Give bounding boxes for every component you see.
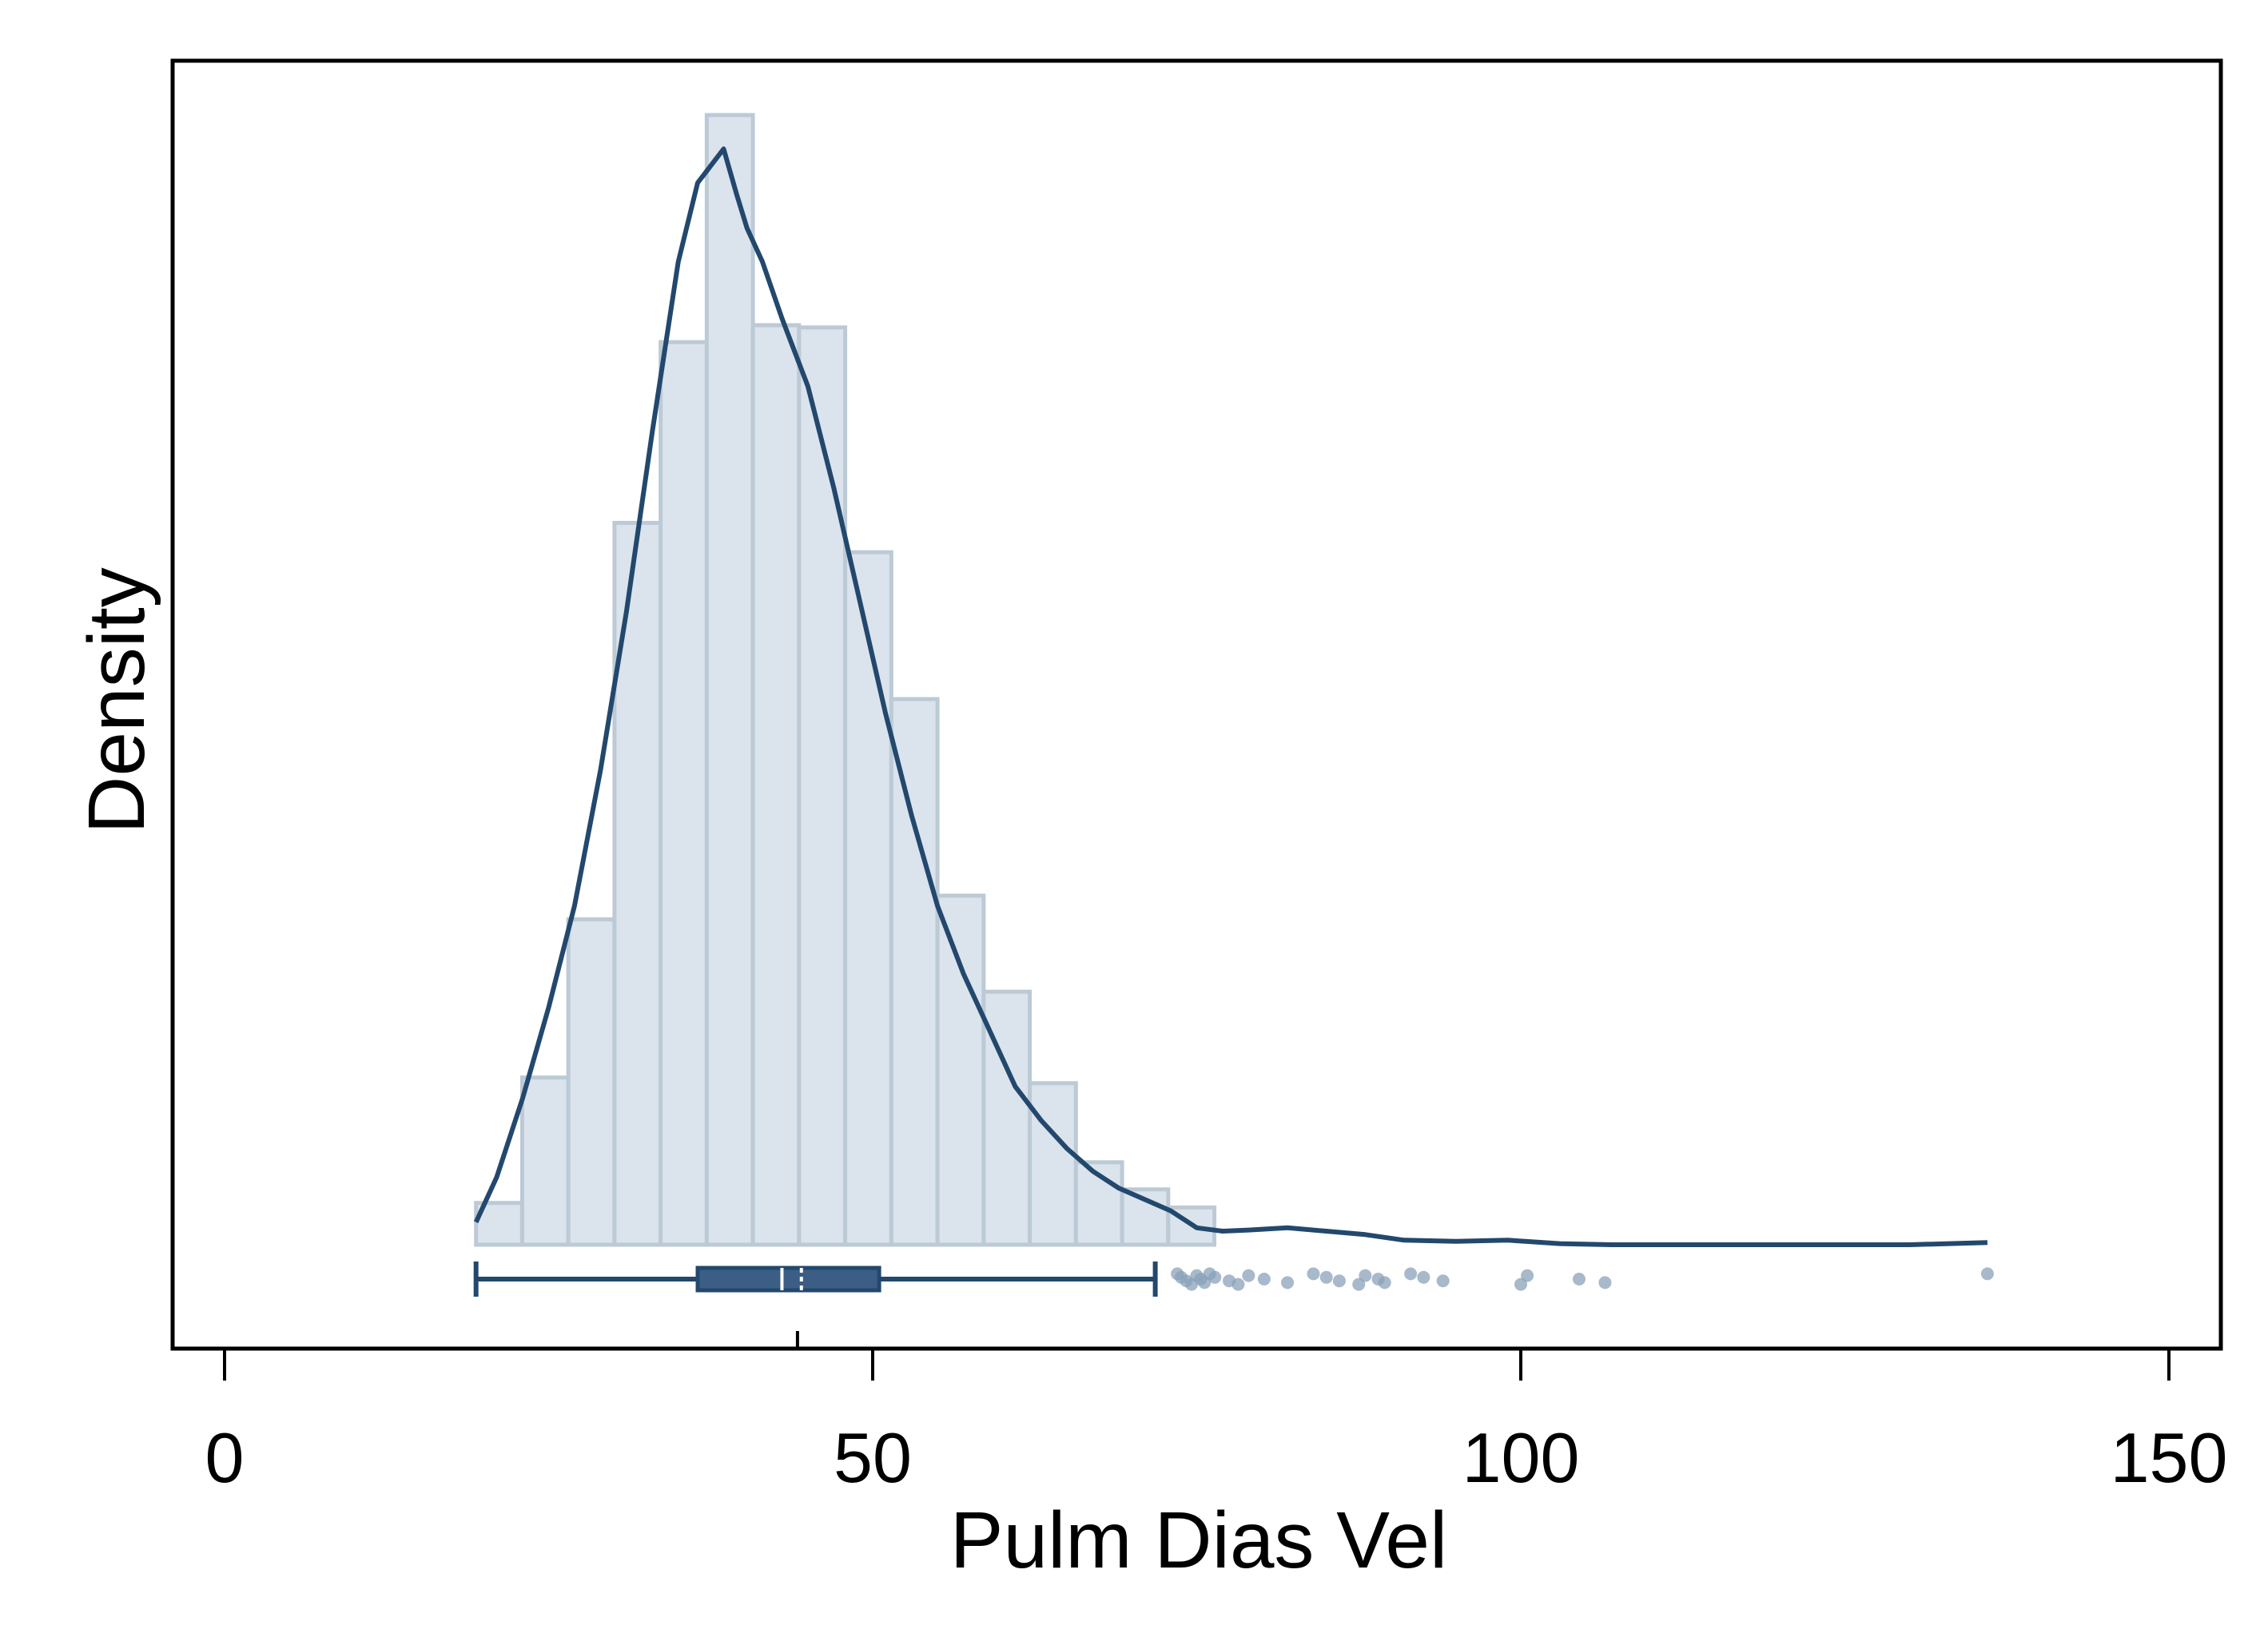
histogram-bars [474,113,1217,1247]
outlier-point-21 [1404,1267,1418,1281]
histogram-bar-4 [659,340,709,1247]
outlier-point-8 [1208,1270,1222,1284]
histogram-bar-5 [704,113,755,1247]
outlier-point-11 [1242,1269,1255,1282]
outlier-point-27 [1598,1276,1612,1289]
x-tick-label-100: 100 [1462,1418,1580,1497]
outlier-point-28 [1980,1267,1994,1281]
x-axis: 0 50 100 150 [205,1331,2228,1497]
x-tick-label-0: 0 [205,1418,245,1497]
outlier-point-17 [1352,1277,1366,1291]
histogram-bar-7 [797,325,848,1247]
x-axis-title: Pulm Dias Vel [950,1496,1447,1585]
histogram-bar-9 [889,697,940,1247]
x-tick-label-50: 50 [834,1418,912,1497]
outlier-point-23 [1436,1274,1450,1288]
histogram-bar-10 [935,893,986,1247]
outlier-point-16 [1332,1274,1346,1288]
density-curve-layer [473,146,1987,1247]
histogram-bar-2 [566,917,617,1247]
histogram-bar-6 [750,323,802,1247]
plot-frame [170,58,2223,1351]
outlier-point-14 [1307,1267,1320,1281]
outlier-point-12 [1257,1273,1271,1285]
outlier-point-18 [1359,1269,1372,1282]
density-curve [473,146,1987,1247]
iqr-box [695,1266,881,1293]
outlier-point-13 [1281,1276,1295,1289]
histogram-bar-8 [843,550,893,1247]
outlier-point-25 [1521,1269,1534,1282]
boxplot [473,1262,1994,1297]
outlier-point-20 [1378,1276,1391,1289]
x-tick-label-150: 150 [2111,1418,2228,1497]
histogram-bar-12 [1028,1081,1078,1247]
outlier-point-26 [1572,1273,1586,1285]
outlier-point-15 [1319,1270,1333,1284]
outlier-point-10 [1231,1277,1245,1291]
histogram-bar-1 [519,1075,571,1247]
outlier-point-22 [1417,1270,1430,1284]
y-axis-title: Density [72,567,161,833]
outlier-point-24 [1514,1277,1527,1291]
